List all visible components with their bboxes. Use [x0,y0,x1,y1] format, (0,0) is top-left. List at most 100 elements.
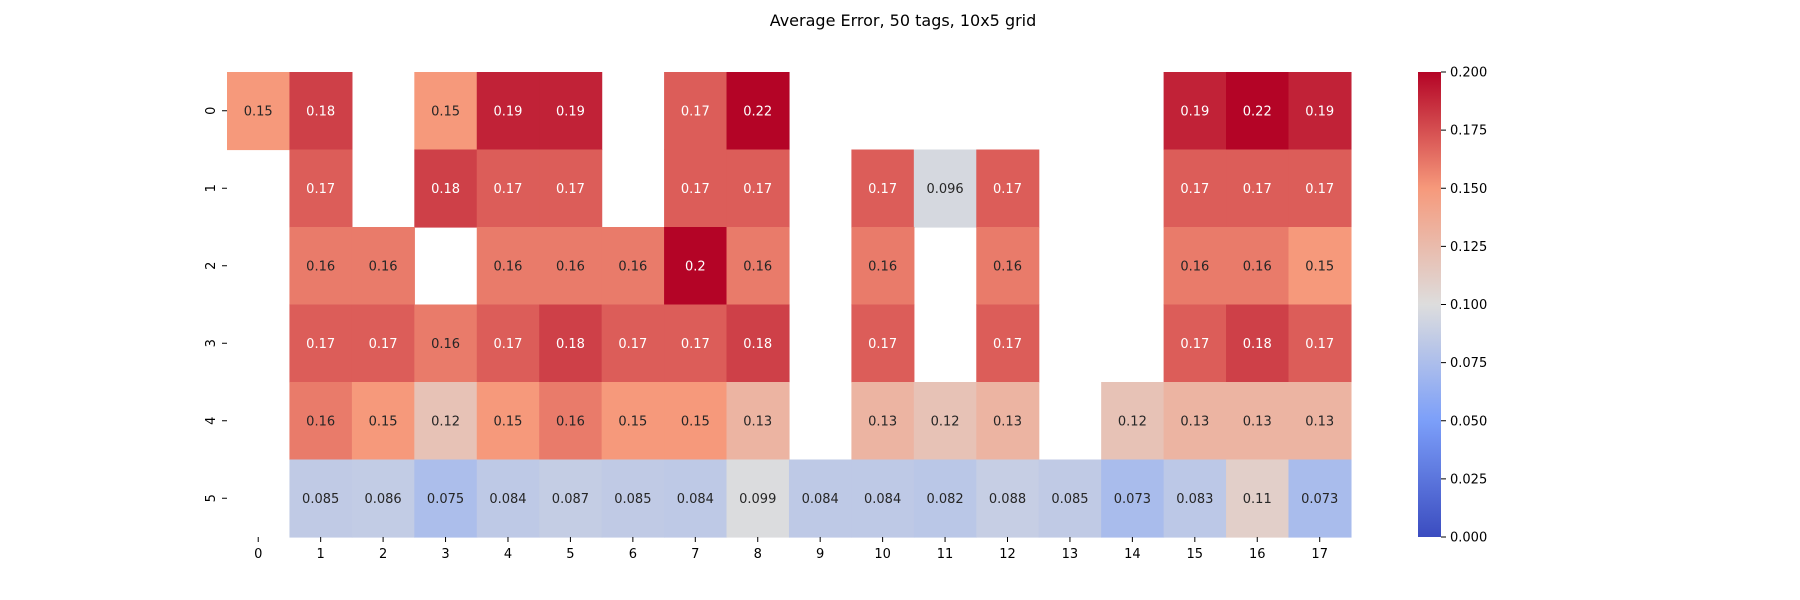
heatmap-cell [1226,382,1290,461]
cell-value-label: 0.16 [618,259,647,274]
cell-value-label: 0.13 [868,414,897,429]
cell-value-label: 0.19 [556,104,585,119]
x-tick-label: 5 [566,547,574,562]
heatmap-cell [1226,227,1290,306]
x-tick-label: 17 [1311,547,1328,562]
heatmap-cell [1288,227,1352,306]
heatmap-cell [414,459,478,538]
cell-value-label: 0.12 [931,414,960,429]
cell-value-label: 0.17 [1180,337,1209,352]
cell-value-label: 0.083 [1176,492,1213,507]
heatmap-cells [227,72,1352,538]
heatmap-cell [1288,382,1352,461]
cell-value-label: 0.17 [1243,182,1272,197]
heatmap-cell [726,227,790,306]
cell-value-label: 0.096 [926,182,963,197]
heatmap-cell [788,459,852,538]
heatmap-cell [601,227,665,306]
cell-value-label: 0.088 [989,492,1026,507]
cell-value-label: 0.18 [306,104,335,119]
heatmap-cell [1226,459,1290,538]
heatmap-cell [1101,382,1165,461]
cell-value-label: 0.084 [802,492,839,507]
heatmap-cell [289,304,353,383]
heatmap-cell [1101,459,1165,538]
heatmap-cell [414,304,478,383]
cell-value-label: 0.17 [993,182,1022,197]
x-tick-label: 15 [1187,547,1204,562]
x-tick-label: 9 [816,547,824,562]
heatmap-cell [913,382,977,461]
x-tick-label: 16 [1249,547,1266,562]
cell-value-label: 0.086 [364,492,401,507]
heatmap-cell [1163,304,1227,383]
cell-value-label: 0.085 [1051,492,1088,507]
cell-value-label: 0.15 [244,104,273,119]
cell-value-label: 0.17 [306,182,335,197]
heatmap-cell [539,72,603,151]
cell-value-label: 0.16 [993,259,1022,274]
heatmap-cell [351,459,415,538]
cell-value-label: 0.13 [1180,414,1209,429]
cell-value-label: 0.19 [494,104,523,119]
cell-value-label: 0.18 [556,337,585,352]
cell-value-label: 0.17 [556,182,585,197]
colorbar-tick-label: 0.075 [1450,356,1487,371]
heatmap-cell [664,227,728,306]
cell-value-label: 0.073 [1301,492,1338,507]
colorbar-tick-label: 0.000 [1450,531,1487,546]
cell-value-label: 0.084 [677,492,714,507]
cell-value-label: 0.16 [556,259,585,274]
y-tick-label: 0 [204,107,219,115]
heatmap-cell [1226,72,1290,151]
x-tick-label: 2 [379,547,387,562]
x-tick-label: 13 [1062,547,1079,562]
heatmap-cell [289,382,353,461]
heatmap-cell [1288,149,1352,228]
heatmap-cell [414,149,478,228]
cell-value-label: 0.17 [1305,337,1334,352]
cell-value-label: 0.17 [993,337,1022,352]
heatmap-cell [601,304,665,383]
heatmap-cell [539,382,603,461]
heatmap-cell [1038,459,1102,538]
y-tick-label: 5 [204,494,219,502]
heatmap-cell [664,149,728,228]
cell-value-label: 0.16 [431,337,460,352]
heatmap-cell [664,382,728,461]
chart-title: Average Error, 50 tags, 10x5 grid [770,11,1037,30]
cell-value-label: 0.18 [1243,337,1272,352]
cell-value-label: 0.075 [427,492,464,507]
cell-value-label: 0.11 [1243,492,1272,507]
heatmap-cell [976,382,1040,461]
heatmap-cell [976,459,1040,538]
heatmap-cell [726,382,790,461]
cell-value-label: 0.17 [1180,182,1209,197]
heatmap-cell [539,304,603,383]
cell-value-label: 0.17 [681,337,710,352]
cell-value-label: 0.19 [1305,104,1334,119]
cell-value-label: 0.18 [743,337,772,352]
cell-value-label: 0.13 [993,414,1022,429]
cell-value-label: 0.085 [302,492,339,507]
cell-value-label: 0.15 [681,414,710,429]
cell-value-label: 0.13 [743,414,772,429]
y-tick-label: 4 [204,417,219,425]
heatmap-cell [726,149,790,228]
cell-value-label: 0.12 [431,414,460,429]
heatmap-cell [351,227,415,306]
heatmap-cell [351,382,415,461]
heatmap-cell [851,149,915,228]
colorbar-tick-label: 0.025 [1450,472,1487,487]
x-tick-label: 12 [999,547,1016,562]
x-tick-label: 0 [254,547,262,562]
heatmap-cell [601,382,665,461]
cell-value-label: 0.073 [1114,492,1151,507]
heatmap-cell [851,459,915,538]
x-tick-label: 3 [441,547,449,562]
cell-value-label: 0.2 [685,259,706,274]
heatmap-cell [976,304,1040,383]
cell-value-label: 0.15 [494,414,523,429]
heatmap-cell [913,149,977,228]
cell-value-label: 0.17 [681,104,710,119]
